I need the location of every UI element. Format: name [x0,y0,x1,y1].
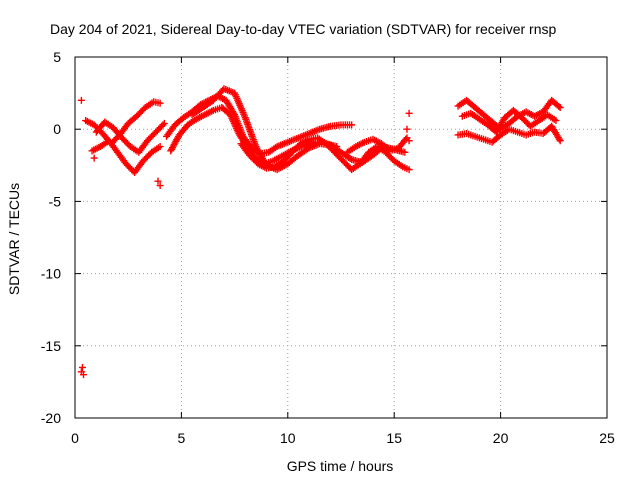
plot-frame [74,56,608,419]
series-track-c [88,137,164,177]
y-tick-label: -15 [41,338,61,354]
x-tick-label: 15 [386,430,402,446]
data-point [78,363,86,371]
series-track-h [343,134,411,156]
data-point-fill [555,135,563,143]
data-point-fill [402,135,410,143]
x-tick-label: 0 [71,430,79,446]
data-point [156,143,164,151]
y-tick-label: -10 [41,266,61,282]
y-tick-label: -20 [41,410,61,426]
data-point-fill [346,154,354,162]
data-point [556,137,564,145]
series-track-k [454,122,564,146]
x-tick-label: 5 [178,430,186,446]
data-point-fill [555,102,563,110]
data-point [405,109,413,117]
chart-title: Day 204 of 2021, Sidereal Day-to-day VTE… [50,21,556,37]
series-outliers [77,96,413,379]
y-axis-label: SDTVAR / TECUs [6,183,22,295]
data-point [154,177,162,185]
series-track-j [458,106,560,136]
grid-layer [75,57,607,418]
data-point [90,154,98,162]
data-point [77,96,85,104]
x-tick-label: 20 [493,430,509,446]
data-point [401,148,409,156]
y-tick-label: -5 [49,193,62,209]
y-tick-label: 0 [53,121,61,137]
axis-layer: 0 5 10 15 20 25 -20 -15 -10 -5 0 5 [41,49,615,446]
series-track-g [237,134,413,174]
y-tick-label: 5 [53,49,61,65]
data-point [160,119,168,127]
data-point [156,99,164,107]
data-point-fill [159,121,167,129]
data-point [556,104,564,112]
series-track-b [92,118,168,156]
data-point [552,117,560,125]
x-tick-label: 25 [599,430,615,446]
data-point [405,137,413,145]
x-axis-label: GPS time / hours [287,458,394,474]
data-point [403,125,411,133]
data-layer [77,85,564,379]
data-point [156,182,164,190]
data-point [405,166,413,174]
x-tick-label: 10 [280,430,296,446]
data-point [348,121,356,129]
data-point [80,371,88,379]
